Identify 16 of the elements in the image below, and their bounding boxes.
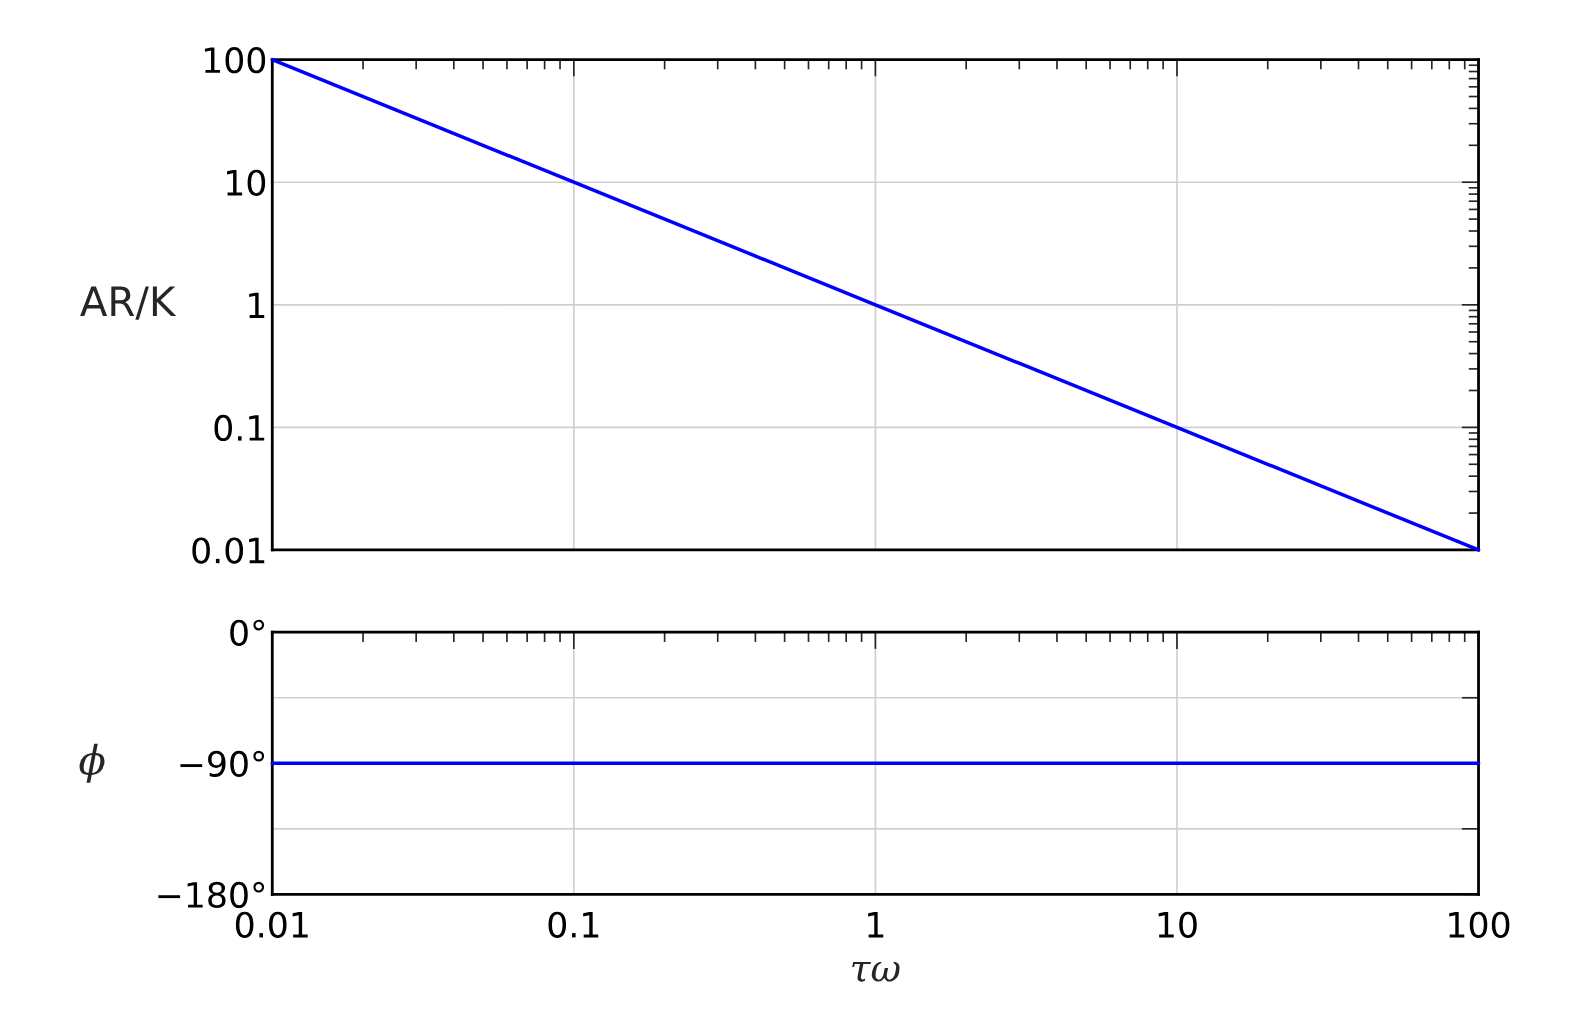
x-tick-label: 10	[1158, 911, 1197, 938]
y-axis-title: ϕ	[79, 743, 105, 783]
y-axis-title: AR/K	[80, 286, 177, 320]
y-tick-label: 0.1	[214, 414, 265, 442]
x-axis-title: τω	[852, 961, 900, 982]
y-tick-label: 10	[227, 169, 266, 196]
x-tick-label: 1	[868, 912, 884, 938]
x-tick-label: 0.1	[548, 911, 599, 938]
x-tick-label: 100	[1449, 911, 1510, 938]
y-tick-label: −90°	[180, 750, 265, 777]
y-tick-label: 0.01	[192, 537, 265, 564]
y-tick-label: 0°	[230, 619, 265, 646]
y-tick-label: 100	[204, 47, 266, 74]
y-tick-label: −180°	[158, 881, 265, 909]
y-tick-label: 1	[249, 292, 265, 318]
line-series	[270, 57, 1481, 552]
